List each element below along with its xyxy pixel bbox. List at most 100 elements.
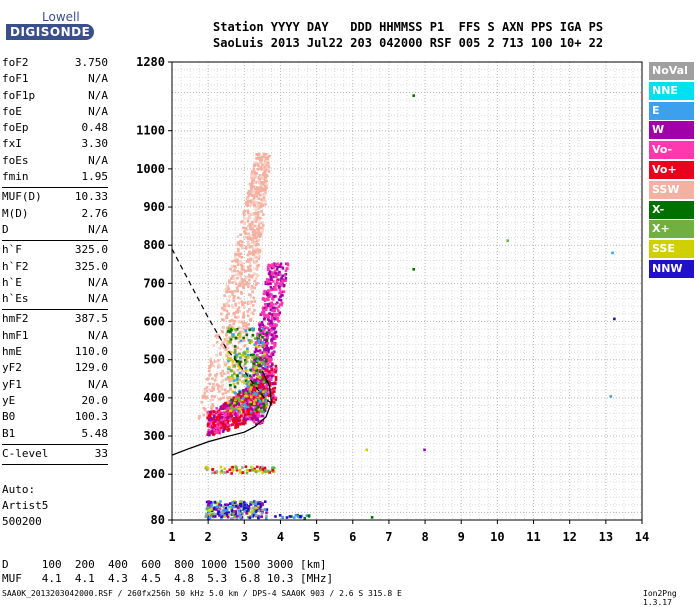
echo-point bbox=[211, 412, 215, 415]
echo-point bbox=[274, 370, 277, 374]
echo-point bbox=[254, 506, 258, 510]
echo-point bbox=[275, 275, 278, 279]
param-row: foF1p N/A bbox=[2, 88, 108, 104]
echo-point bbox=[231, 293, 234, 296]
echo-point bbox=[259, 183, 262, 186]
param-value: N/A bbox=[88, 153, 108, 167]
echo-point bbox=[238, 362, 242, 366]
echo-point bbox=[271, 273, 274, 277]
echo-point bbox=[248, 390, 252, 393]
echo-point bbox=[231, 360, 235, 363]
echo-point bbox=[270, 347, 274, 350]
echo-point bbox=[278, 311, 282, 315]
echo-point bbox=[235, 327, 239, 331]
echo-point bbox=[246, 384, 249, 388]
echo-point bbox=[250, 300, 253, 304]
echo-point bbox=[268, 332, 271, 336]
echo-point bbox=[235, 468, 239, 472]
echo-point bbox=[252, 420, 256, 424]
echo-point bbox=[253, 236, 257, 240]
echo-point bbox=[206, 506, 209, 509]
x-tick-label: 13 bbox=[599, 530, 613, 544]
echo-point bbox=[225, 313, 229, 317]
echo-point bbox=[248, 328, 252, 332]
echo-point bbox=[255, 369, 259, 372]
echo-point bbox=[214, 360, 218, 363]
echo-point bbox=[258, 349, 262, 352]
echo-point bbox=[220, 422, 224, 425]
param-row: yF1 N/A bbox=[2, 377, 108, 393]
echo-point bbox=[262, 189, 266, 192]
echo-point bbox=[228, 502, 232, 505]
echo-point bbox=[245, 281, 248, 284]
echo-point bbox=[282, 290, 286, 293]
echo-point bbox=[275, 312, 279, 316]
echo-point bbox=[243, 230, 246, 233]
echo-point bbox=[259, 158, 262, 162]
y-tick-label: 600 bbox=[143, 315, 165, 329]
echo-point bbox=[239, 414, 243, 418]
echo-point bbox=[256, 249, 259, 253]
echo-point bbox=[225, 512, 229, 516]
echo-point bbox=[277, 305, 281, 308]
echo-point bbox=[223, 509, 227, 513]
param-value: 3.30 bbox=[81, 137, 109, 151]
echo-point bbox=[272, 280, 275, 283]
echo-point bbox=[242, 284, 245, 287]
echo-point bbox=[227, 367, 230, 370]
echo-point bbox=[273, 344, 277, 348]
echo-point bbox=[260, 181, 263, 185]
echo-point bbox=[256, 334, 259, 338]
echo-point bbox=[273, 337, 277, 341]
echo-point bbox=[265, 508, 269, 511]
echo-point bbox=[208, 410, 211, 414]
isolated-echo bbox=[412, 268, 416, 271]
echo-point bbox=[264, 168, 268, 172]
echo-point bbox=[265, 369, 269, 372]
echo-point bbox=[221, 341, 225, 345]
echo-point bbox=[236, 276, 239, 280]
echo-point bbox=[205, 465, 208, 469]
echo-point bbox=[217, 508, 221, 512]
echo-point bbox=[256, 349, 260, 353]
echo-point bbox=[253, 467, 256, 471]
echo-point bbox=[244, 329, 248, 332]
echo-point bbox=[226, 429, 230, 432]
echo-point bbox=[251, 408, 255, 412]
echo-point bbox=[258, 415, 262, 418]
echo-point bbox=[284, 269, 288, 273]
echo-point bbox=[273, 331, 277, 334]
y-tick-label: 1100 bbox=[136, 124, 165, 138]
echo-point bbox=[278, 265, 282, 268]
echo-point bbox=[267, 263, 271, 267]
echo-point bbox=[261, 503, 264, 507]
echo-point bbox=[248, 374, 252, 378]
echo-point bbox=[250, 287, 253, 290]
echo-point bbox=[226, 327, 229, 330]
echo-point bbox=[254, 367, 257, 370]
echo-point bbox=[248, 412, 251, 416]
echo-point bbox=[227, 351, 230, 354]
echo-point bbox=[236, 263, 240, 266]
echo-point bbox=[257, 176, 261, 180]
echo-point bbox=[250, 244, 253, 248]
echo-point bbox=[207, 503, 211, 507]
echo-point bbox=[235, 243, 239, 247]
echo-point bbox=[253, 233, 257, 237]
echo-point bbox=[238, 367, 242, 370]
isolated-echo bbox=[613, 317, 616, 321]
echo-point bbox=[212, 410, 216, 413]
echo-point bbox=[212, 430, 215, 433]
echo-point bbox=[260, 382, 263, 385]
echo-point bbox=[237, 372, 240, 376]
echo-point bbox=[246, 201, 249, 204]
echo-point bbox=[266, 374, 269, 378]
echo-point bbox=[307, 514, 311, 517]
echo-point bbox=[210, 408, 214, 411]
echo-point bbox=[253, 343, 257, 346]
echo-point bbox=[201, 396, 205, 399]
echo-point bbox=[259, 370, 262, 374]
echo-point bbox=[215, 334, 219, 338]
echo-point bbox=[235, 398, 239, 402]
